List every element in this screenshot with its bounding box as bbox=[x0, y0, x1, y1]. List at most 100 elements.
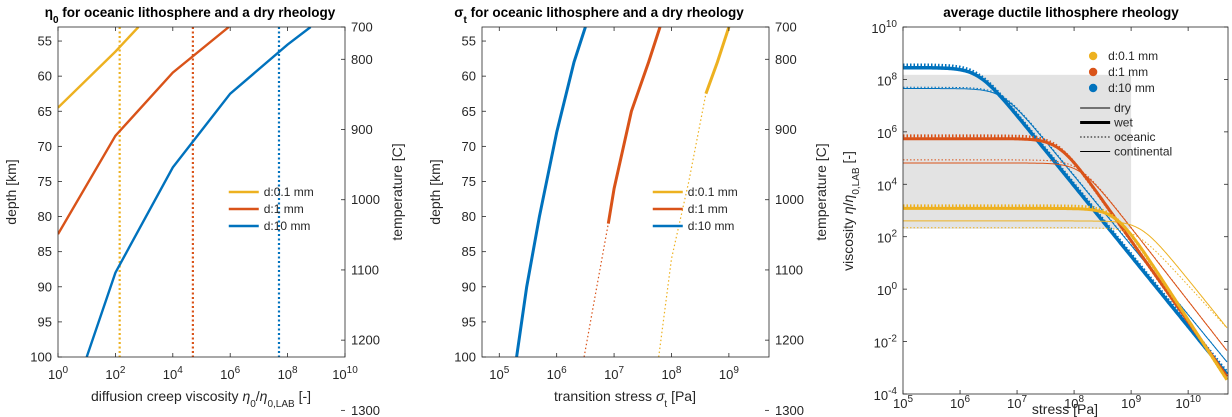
p3-xtick-label: 107 bbox=[1007, 394, 1027, 411]
p2-xtick-label-exp: 5 bbox=[504, 365, 510, 376]
p1-ytick-label: 80 bbox=[38, 209, 52, 224]
panel1-ylabel: depth [km] bbox=[3, 159, 19, 224]
p3-ytick-label-exp: 10 bbox=[886, 19, 898, 30]
panel2-plot-lines bbox=[515, 27, 731, 357]
p3-ytick-label-exp: -4 bbox=[888, 386, 897, 397]
p3-ytick-label-base: 10 bbox=[877, 231, 891, 246]
p3-ytick-label-base: 10 bbox=[877, 283, 891, 298]
p1-xtick-label: 106 bbox=[220, 365, 240, 382]
p2-y2tick-label: 900 bbox=[775, 122, 797, 137]
p2-legend-label: d:10 mm bbox=[688, 219, 735, 233]
panel2-ylabel: depth [km] bbox=[427, 159, 443, 224]
p3-ytick-label: 108 bbox=[877, 71, 897, 88]
p1-ytick-label: 75 bbox=[38, 174, 52, 189]
panel-sigma-t: σt for oceanic lithosphere and a dry rhe… bbox=[427, 5, 829, 417]
p1-xtick-label-exp: 0 bbox=[62, 365, 68, 376]
p1-xtick-label-base: 10 bbox=[163, 367, 177, 382]
p2-ytick-label: 90 bbox=[462, 279, 476, 294]
p2-xtick-label: 109 bbox=[719, 365, 739, 382]
p2-series-dotted-d-1-mm bbox=[583, 223, 609, 357]
p1-ytick-label: 70 bbox=[38, 139, 52, 154]
p1-clipped bbox=[58, 27, 312, 357]
p3-ytick-label-exp: -2 bbox=[888, 334, 897, 345]
p1-xtick-label: 104 bbox=[163, 365, 183, 382]
panel1-legend: d:0.1 mm d:1 mm d:10 mm bbox=[228, 185, 314, 233]
p2-ytick-label: 100 bbox=[454, 350, 476, 365]
p3-ytick-label-exp: 2 bbox=[891, 229, 897, 240]
p1-y2tick-label: 1100 bbox=[351, 262, 379, 277]
panel2-y-ticks: 55 60 65 70 75 80 85 90 95 100 bbox=[454, 34, 486, 365]
p3-xtick-label-exp: 5 bbox=[907, 394, 913, 405]
p1-y2tick-label: 800 bbox=[351, 52, 373, 67]
panel3-axes-box bbox=[902, 26, 1229, 395]
p1-xtick-label: 102 bbox=[105, 365, 125, 382]
p3-legend-line-label: continental bbox=[1114, 145, 1172, 159]
p3-legend-line-label: oceanic bbox=[1114, 130, 1155, 144]
p3-xtick-label: 1010 bbox=[1175, 394, 1201, 411]
p1-xtick-label-base: 10 bbox=[48, 367, 62, 382]
rheology-curve-d-0-1-mm-wet-continental bbox=[903, 206, 1228, 381]
panel-rheology: average ductile lithosphere rheology 105… bbox=[840, 5, 1229, 417]
p1-series-d-0-1-mm bbox=[58, 27, 140, 109]
p2-series-d-10-mm bbox=[515, 27, 587, 357]
panel-eta0: η0 for oceanic lithosphere and a dry rhe… bbox=[3, 5, 405, 417]
p2-y2tick-label: 800 bbox=[775, 52, 797, 67]
p3-xtick-label-base: 10 bbox=[950, 396, 964, 411]
panel1-axes-box bbox=[57, 26, 346, 358]
rheology-curve-d-1-mm-dry-oceanic bbox=[903, 159, 1228, 351]
p1-y2tick-label: 1200 bbox=[351, 333, 380, 348]
panel1-y2-ticks: 700 800 900 1000 1100 1200 1300 bbox=[341, 20, 380, 417]
panel1-y2label: temperature [C] bbox=[389, 143, 405, 240]
rheology-curve-d-1-mm-wet-continental bbox=[903, 137, 1228, 378]
p1-legend-label: d:0.1 mm bbox=[264, 185, 314, 199]
p3-xtick-label: 109 bbox=[1121, 394, 1141, 411]
p3-xtick-label: 108 bbox=[1064, 394, 1084, 411]
rheology-curve-d-0-1-mm-wet-oceanic bbox=[903, 204, 1228, 381]
panel3-x-ticks: 105 106 107 108 109 1010 bbox=[893, 27, 1201, 411]
p2-ytick-label: 60 bbox=[462, 69, 476, 84]
p3-ytick-label-base: 10 bbox=[877, 73, 891, 88]
p3-ytick-label-base: 10 bbox=[874, 388, 888, 403]
p3-xtick-label-exp: 7 bbox=[1022, 394, 1028, 405]
p2-ytick-label: 55 bbox=[462, 34, 476, 49]
p2-series-d-1-mm bbox=[606, 27, 662, 224]
p2-xtick-label-base: 10 bbox=[661, 367, 675, 382]
p3-xtick-label-base: 10 bbox=[1007, 396, 1021, 411]
p2-xtick-label-exp: 6 bbox=[561, 365, 567, 376]
p3-ytick-label: 10-2 bbox=[874, 334, 898, 351]
p3-legend-label: d:1 mm bbox=[1108, 65, 1148, 79]
rheology-curve-d-0-1-mm-dry-oceanic bbox=[903, 227, 1228, 329]
p1-ytick-label: 60 bbox=[38, 69, 52, 84]
p2-xtick-label-base: 10 bbox=[547, 367, 561, 382]
p2-y2tick-label: 1200 bbox=[775, 333, 804, 348]
p1-xtick-label-base: 10 bbox=[332, 367, 346, 382]
p2-y2tick-label: 1100 bbox=[775, 262, 803, 277]
panel1-x-ticks: 100 102 104 106 108 1010 bbox=[48, 27, 358, 382]
panel2-legend: d:0.1 mm d:1 mm d:10 mm bbox=[652, 185, 738, 233]
p2-xtick-label-base: 10 bbox=[604, 367, 618, 382]
p1-y2tick-label: 900 bbox=[351, 122, 373, 137]
p3-ytick-label-exp: 0 bbox=[891, 281, 897, 292]
p2-xtick-label-exp: 9 bbox=[733, 365, 739, 376]
p3-ytick-label: 106 bbox=[877, 124, 897, 141]
p3-clipped bbox=[903, 63, 1228, 381]
p2-ytick-label: 85 bbox=[462, 244, 476, 259]
p3-xtick-label-base: 10 bbox=[1064, 396, 1078, 411]
p1-ytick-label: 95 bbox=[38, 314, 52, 329]
p3-ytick-label-base: 10 bbox=[871, 21, 885, 36]
p3-legend-line-label: wet bbox=[1113, 116, 1133, 130]
p3-legend-marker bbox=[1088, 51, 1098, 61]
p2-ytick-label: 65 bbox=[462, 104, 476, 119]
p1-xtick-label-base: 10 bbox=[105, 367, 119, 382]
p3-ytick-label: 104 bbox=[877, 176, 897, 193]
p2-ytick-label: 75 bbox=[462, 174, 476, 189]
p2-xtick-label: 108 bbox=[661, 365, 681, 382]
p1-xtick-label-exp: 6 bbox=[235, 365, 241, 376]
rheology-curve-d-1-mm-wet-oceanic bbox=[903, 134, 1228, 378]
panel3-ylabel: viscosity η/η0,LAB [-] bbox=[840, 151, 862, 271]
panel2-x-ticks: 105 106 107 108 109 bbox=[489, 27, 739, 382]
p1-ytick-label: 85 bbox=[38, 244, 52, 259]
panel1-plot-lines bbox=[58, 27, 312, 357]
p3-legend-marker bbox=[1088, 67, 1098, 77]
